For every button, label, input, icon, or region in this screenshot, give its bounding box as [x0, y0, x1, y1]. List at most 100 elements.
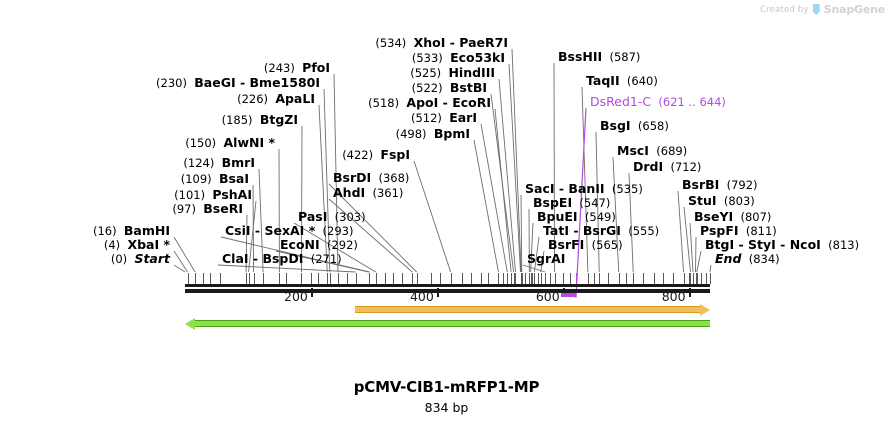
site-label-bsrbi[interactable]: BsrBI (792) [682, 178, 758, 193]
site-label-bamhi[interactable]: (16) BamHI [93, 224, 170, 239]
enzyme-separator: - [734, 237, 749, 252]
sequence-tick [594, 273, 596, 284]
enzyme-name: End [715, 251, 742, 266]
site-label-bsrfi[interactable]: BsrFI (565) [548, 238, 623, 253]
site-label-bsgi[interactable]: BsgI (658) [600, 118, 669, 134]
site-position: (689) [648, 144, 688, 158]
leader-line-bseyi [689, 222, 694, 273]
sequence-tick [696, 273, 698, 284]
site-label-bsshii[interactable]: BssHII (587) [558, 50, 640, 65]
site-label-end[interactable]: End (834) [715, 251, 780, 267]
site-label-drdi[interactable]: DrdI (712) [633, 160, 701, 175]
site-label-taqii[interactable]: TaqII (640) [586, 74, 658, 89]
enzyme-separator: - [775, 237, 790, 252]
site-label-bpuei[interactable]: BpuEI (549) [537, 210, 616, 225]
site-label-baegi[interactable]: (230) BaeGI - Bme1580I [156, 75, 320, 91]
leader-line-eco53ki [508, 63, 521, 273]
site-label-pasi[interactable]: PasI (303) [298, 210, 366, 225]
site-label-eco53ki[interactable]: (533) Eco53kI [412, 51, 505, 66]
site-position: (811) [738, 224, 777, 238]
site-label-bseyi[interactable]: BseYI (807) [694, 210, 772, 225]
sequence-tick [540, 273, 542, 284]
feature-label-dsred1-c[interactable]: DsRed1-C (621 .. 644) [590, 95, 726, 110]
sequence-tick [329, 273, 331, 284]
backbone-strand-bottom [185, 289, 710, 293]
site-label-btgi[interactable]: BtgI - StyI - NcoI (813) [705, 237, 859, 253]
ruler-label-400: 400 [409, 289, 434, 304]
site-label-pfoi[interactable]: (243) PfoI [264, 61, 330, 76]
site-label-clai[interactable]: ClaI - BspDI (271) [222, 252, 342, 267]
site-label-bsai[interactable]: (109) BsaI [181, 172, 249, 187]
sequence-tick [337, 273, 339, 284]
site-label-apali[interactable]: (226) ApaLI [237, 92, 315, 107]
site-label-bspei[interactable]: BspEI (547) [533, 196, 610, 211]
backbone-strand-top [185, 284, 710, 287]
site-label-sgrai[interactable]: SgrAI [527, 252, 565, 266]
site-position: (226) [237, 92, 276, 106]
site-label-bseri[interactable]: (97) BseRI [172, 202, 243, 217]
site-label-pshai[interactable]: (101) PshAI [174, 188, 252, 203]
site-position: (549) [577, 210, 616, 224]
sequence-tick [301, 273, 303, 284]
site-position: (807) [733, 210, 772, 224]
enzyme-separator: - [445, 35, 460, 50]
site-position: (271) [303, 252, 342, 266]
leader-line-xbai [173, 250, 188, 273]
sequence-tick [672, 273, 674, 284]
site-label-pspfi[interactable]: PspFI (811) [700, 224, 777, 239]
site-label-econi[interactable]: EcoNI (292) [280, 238, 358, 253]
sequence-tick [187, 273, 189, 284]
enzyme-name: Bme1580I [249, 75, 320, 90]
plasmid-name: pCMV-CIB1-mRFP1-MP [353, 378, 540, 396]
site-label-start[interactable]: (0) Start [111, 252, 170, 267]
enzyme-name: BsgI [600, 118, 631, 133]
site-label-saci[interactable]: SacI - BanII (535) [525, 182, 643, 197]
sequence-tick [537, 273, 539, 284]
leader-line-stui [683, 206, 691, 273]
site-label-bmri[interactable]: (124) BmrI [183, 156, 255, 171]
orange-feature-arrow-body[interactable] [354, 306, 701, 313]
green-feature-arrow-body[interactable] [195, 320, 710, 327]
leader-line-bpmi [473, 139, 499, 273]
site-label-xhoi[interactable]: (534) XhoI - PaeR7I [375, 35, 508, 51]
site-label-bstbi[interactable]: (522) BstBI [412, 81, 487, 96]
leader-line-start [173, 264, 186, 273]
site-label-eari[interactable]: (512) EarI [410, 111, 477, 126]
site-position: (803) [716, 194, 755, 208]
sequence-tick [570, 273, 572, 284]
site-label-msci[interactable]: MscI (689) [617, 144, 688, 159]
enzyme-name: SexAI * [264, 223, 316, 238]
sequence-tick [318, 273, 320, 284]
site-label-fspi[interactable]: (422) FspI [342, 148, 410, 163]
site-position: (534) [375, 36, 414, 50]
sequence-tick [430, 273, 432, 284]
site-label-bpmi[interactable]: (498) BpmI [396, 127, 470, 142]
sequence-tick [202, 273, 204, 284]
site-label-csii[interactable]: CsiI - SexAI * (293) [225, 223, 353, 239]
site-position: (512) [410, 111, 450, 125]
site-label-btgzi[interactable]: (185) BtgZI [222, 113, 298, 128]
site-position: (150) [185, 136, 224, 150]
site-label-apoi[interactable]: (518) ApoI - EcoRI [368, 96, 491, 111]
sequence-tick [688, 273, 690, 284]
orange-feature-arrow-head[interactable] [700, 303, 710, 316]
ruler-label-600: 600 [535, 289, 560, 304]
feature-bar-dsred1-c [561, 293, 576, 297]
sequence-tick [599, 273, 601, 284]
leader-line-bstbi [490, 93, 515, 273]
site-position: (422) [342, 148, 381, 162]
site-label-xbai[interactable]: (4) XbaI * [104, 238, 170, 253]
sequence-tick [285, 273, 287, 284]
enzyme-name: NcoI [789, 237, 821, 252]
leader-line-eari [480, 123, 508, 273]
site-label-hindiii[interactable]: (525) HindIII [410, 66, 495, 81]
site-position: (124) [183, 156, 222, 170]
site-label-bsrdi[interactable]: BsrDI (368) [333, 171, 409, 186]
sequence-tick [385, 273, 387, 284]
site-label-tati[interactable]: TatI - BsrGI (555) [543, 224, 659, 239]
site-label-ahdi[interactable]: AhdI (361) [333, 186, 403, 201]
feature-range: (621 .. 644) [651, 95, 726, 109]
site-label-alwni[interactable]: (150) AlwNI * [185, 136, 275, 151]
site-label-stui[interactable]: StuI (803) [688, 194, 755, 209]
green-feature-arrow-head[interactable] [185, 317, 196, 330]
